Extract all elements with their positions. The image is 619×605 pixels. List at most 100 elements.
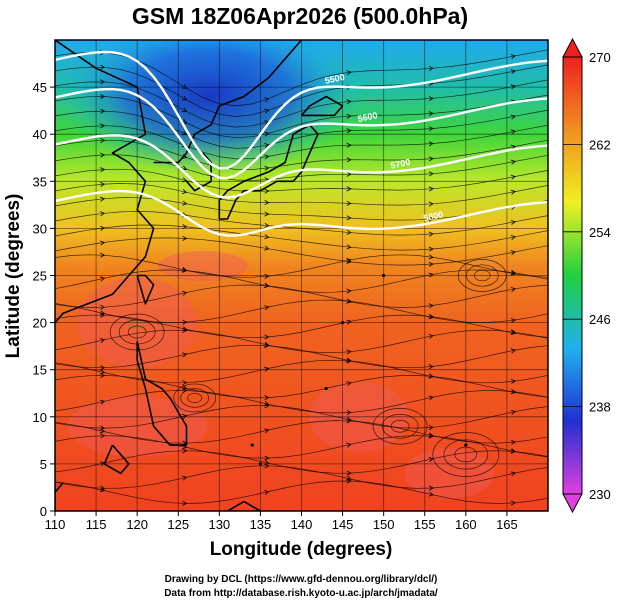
vortex-loop: [187, 392, 203, 403]
streamline-arrow: [264, 343, 270, 349]
credit-line-1: Drawing by DCL (https://www.gfd-dennou.o…: [165, 574, 438, 585]
streamline: [55, 64, 548, 117]
x-tick-label: 115: [86, 517, 107, 532]
streamline-arrow: [510, 250, 516, 256]
vortex-loop: [457, 259, 507, 292]
streamline-arrow: [346, 349, 352, 355]
streamline-arrow: [99, 240, 106, 246]
streamline-arrow: [100, 94, 106, 100]
streamline: [55, 109, 548, 149]
streamline-arrow: [428, 231, 434, 237]
streamline-arrow: [428, 373, 434, 379]
streamline-arrow: [346, 171, 352, 177]
streamline-arrow: [182, 319, 188, 325]
streamline-arrow: [182, 189, 188, 194]
height-contour: [55, 189, 548, 237]
streamline-arrow: [264, 366, 270, 372]
island: [464, 443, 468, 447]
streamline-arrow: [264, 154, 270, 160]
y-tick-label: 15: [33, 363, 47, 378]
streamline: [55, 314, 548, 339]
y-tick-label: 5: [40, 457, 47, 472]
chart-title: GSM 18Z06Apr2026 (500.0hPa): [132, 3, 468, 29]
y-tick-label: 30: [33, 221, 47, 236]
streamline-arrow: [428, 216, 434, 222]
streamline-arrow: [346, 70, 352, 76]
coastline: [218, 124, 319, 220]
streamline-arrow: [264, 273, 270, 279]
streamline-arrow: [346, 298, 352, 304]
streamline-arrow: [181, 95, 188, 101]
streamline-arrow: [181, 165, 188, 171]
streamline-arrow: [428, 171, 434, 177]
streamline-arrow: [346, 200, 352, 206]
coastline: [55, 482, 64, 511]
streamline-arrow: [510, 287, 516, 292]
streamline-arrow: [346, 319, 352, 325]
streamline-arrow: [510, 235, 516, 240]
streamline-arrow: [346, 357, 352, 363]
coastline: [55, 40, 155, 324]
streamline-arrow: [510, 269, 516, 275]
colorbar-tick-label: 270: [589, 50, 611, 65]
island: [324, 386, 328, 391]
x-tick-label: 145: [332, 517, 354, 532]
y-tick-label: 20: [33, 316, 47, 331]
streamline-arrow: [100, 167, 106, 173]
streamline-arrow: [264, 341, 270, 347]
streamline-arrow: [346, 470, 352, 476]
streamline-arrow: [346, 186, 352, 192]
height-contour: [55, 87, 548, 180]
streamline-arrow: [346, 99, 352, 105]
streamline-arrow: [182, 267, 188, 273]
coastline: [153, 40, 303, 164]
streamline: [55, 329, 548, 354]
streamline-arrow: [182, 352, 188, 358]
vortex-loop: [473, 269, 491, 282]
colorbar: 230 238 246 254 262 270: [562, 37, 611, 514]
x-tick-label: 135: [250, 517, 272, 532]
contour-label: 5500: [324, 72, 346, 86]
coastline: [136, 341, 188, 446]
streamline-arrow: [182, 414, 188, 419]
plot-area: 5500 5600 5700 5800: [55, 40, 548, 511]
coastline: [185, 152, 212, 192]
height-contour: [55, 50, 548, 170]
streamline-arrow: [264, 455, 270, 461]
y-tick-label: 40: [33, 127, 47, 142]
streamline-arrow: [346, 244, 352, 250]
vortex-loop: [180, 388, 210, 408]
y-tick-label: 35: [33, 174, 47, 189]
streamline-arrow: [510, 448, 516, 454]
streamline-arrow: [264, 131, 270, 137]
height-contours: 5500 5600 5700 5800: [55, 50, 548, 237]
x-tick-label: 120: [126, 517, 148, 532]
streamline-arrow: [510, 129, 516, 135]
colorbar-tick-label: 238: [589, 400, 611, 415]
streamline-arrow: [510, 159, 516, 165]
streamline: [55, 435, 548, 459]
streamline-arrow: [510, 378, 516, 384]
streamline-arrow: [510, 348, 516, 354]
streamline-arrow: [99, 225, 106, 231]
streamline-arrow: [510, 84, 516, 90]
streamline-arrow: [264, 395, 270, 401]
colorbar-body: [562, 56, 583, 495]
streamline-arrow: [100, 64, 106, 70]
streamline-arrow: [510, 317, 516, 323]
vortex-loop: [454, 446, 478, 463]
x-axis-label: Longitude (degrees): [210, 539, 393, 560]
streamline-arrow: [182, 385, 188, 391]
vortex-loop: [127, 325, 147, 339]
streamline: [55, 211, 548, 236]
streamline-arrow: [346, 229, 352, 235]
island: [250, 443, 254, 447]
streamline: [55, 390, 548, 414]
streamline-arrow: [182, 380, 188, 386]
streamline: [55, 465, 548, 489]
streamline-arrow: [428, 201, 434, 207]
x-tick-label: 160: [455, 517, 477, 532]
streamline-arrow: [99, 399, 106, 405]
streamline-arrow: [428, 254, 434, 260]
streamline-arrow: [510, 144, 516, 150]
